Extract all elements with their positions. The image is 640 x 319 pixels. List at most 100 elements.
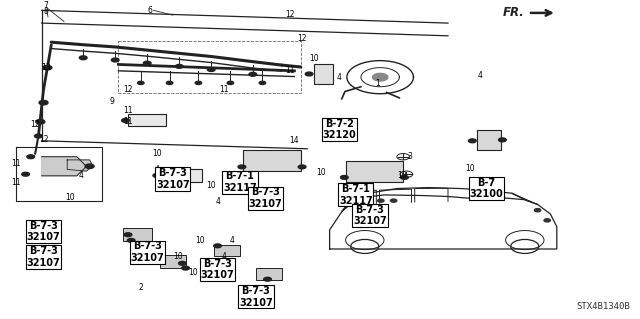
Text: 8: 8	[44, 7, 49, 17]
Circle shape	[534, 209, 541, 212]
Text: 4: 4	[154, 165, 159, 174]
Circle shape	[79, 56, 87, 60]
Text: 10: 10	[173, 252, 183, 262]
Text: 10: 10	[397, 171, 407, 180]
Text: B-7-3
32107: B-7-3 32107	[27, 221, 60, 242]
Circle shape	[264, 277, 271, 281]
Circle shape	[27, 155, 35, 159]
Text: 13: 13	[41, 63, 51, 72]
Text: 10: 10	[195, 236, 205, 245]
FancyBboxPatch shape	[123, 228, 152, 241]
Text: B-7-1
32117: B-7-1 32117	[339, 184, 372, 206]
Circle shape	[22, 172, 29, 176]
Circle shape	[305, 72, 313, 76]
Circle shape	[153, 174, 161, 177]
Text: B-7-2
32120: B-7-2 32120	[323, 119, 356, 140]
Text: 14: 14	[289, 136, 300, 145]
Text: B-7-1
32117: B-7-1 32117	[223, 171, 257, 193]
Text: 11: 11	[124, 117, 132, 126]
Circle shape	[238, 165, 246, 169]
Text: 5: 5	[132, 246, 137, 255]
Circle shape	[127, 239, 135, 242]
Circle shape	[138, 81, 144, 85]
Circle shape	[39, 100, 48, 105]
Text: B-7-3
32107: B-7-3 32107	[156, 168, 189, 190]
Text: 4: 4	[79, 171, 84, 180]
Text: 10: 10	[465, 164, 476, 173]
Text: 12: 12	[31, 120, 40, 130]
Text: 12: 12	[39, 135, 48, 144]
Text: 10: 10	[308, 54, 319, 63]
Text: 4: 4	[229, 236, 234, 245]
Text: B-7-3
32107: B-7-3 32107	[249, 187, 282, 209]
Circle shape	[401, 175, 408, 179]
Circle shape	[249, 72, 257, 76]
Text: B-7-3
32107: B-7-3 32107	[27, 246, 60, 268]
Circle shape	[36, 120, 45, 124]
Circle shape	[340, 175, 348, 179]
Text: 12: 12	[124, 85, 132, 94]
Circle shape	[166, 81, 173, 85]
Text: 10: 10	[481, 178, 492, 187]
Text: 2: 2	[138, 283, 143, 292]
Text: B-7-3
32107: B-7-3 32107	[201, 259, 234, 280]
FancyBboxPatch shape	[243, 150, 301, 171]
Text: 1: 1	[375, 79, 380, 88]
Text: 9: 9	[109, 97, 115, 106]
Text: STX4B1340B: STX4B1340B	[577, 302, 630, 311]
Circle shape	[360, 199, 367, 202]
Circle shape	[214, 244, 221, 248]
Text: 11: 11	[12, 178, 20, 187]
Circle shape	[544, 219, 550, 222]
Text: 6: 6	[148, 6, 153, 15]
Text: B-7-3
32107: B-7-3 32107	[131, 241, 164, 263]
Text: 4: 4	[477, 71, 483, 80]
Polygon shape	[42, 157, 86, 176]
Polygon shape	[372, 73, 388, 81]
Circle shape	[207, 68, 215, 71]
Circle shape	[124, 233, 132, 237]
Text: B-7
32100: B-7 32100	[470, 178, 503, 199]
Circle shape	[111, 58, 119, 62]
Circle shape	[182, 266, 189, 270]
Circle shape	[390, 199, 397, 202]
Circle shape	[468, 139, 476, 143]
Circle shape	[259, 81, 266, 85]
Circle shape	[360, 216, 367, 219]
Text: 4: 4	[215, 197, 220, 206]
Text: B-7-3
32107: B-7-3 32107	[239, 286, 273, 308]
Text: 10: 10	[206, 181, 216, 190]
Circle shape	[499, 138, 506, 142]
Circle shape	[378, 199, 384, 202]
FancyBboxPatch shape	[160, 169, 202, 182]
Circle shape	[179, 261, 186, 265]
Text: 11: 11	[285, 66, 294, 75]
Text: 11: 11	[12, 159, 20, 167]
Circle shape	[227, 81, 234, 85]
FancyBboxPatch shape	[346, 161, 403, 182]
Circle shape	[35, 134, 42, 138]
Circle shape	[298, 165, 306, 169]
FancyBboxPatch shape	[128, 115, 166, 127]
Text: B-7-3
32107: B-7-3 32107	[353, 205, 387, 226]
FancyBboxPatch shape	[256, 268, 282, 280]
Text: 11: 11	[220, 85, 228, 94]
Text: 12: 12	[285, 10, 294, 19]
Text: 3: 3	[407, 152, 412, 160]
Text: FR.: FR.	[503, 6, 525, 19]
Circle shape	[85, 164, 94, 168]
Polygon shape	[67, 160, 93, 171]
FancyBboxPatch shape	[314, 64, 333, 84]
Text: 4: 4	[337, 73, 342, 82]
FancyBboxPatch shape	[214, 246, 240, 256]
Circle shape	[43, 65, 52, 70]
Text: 12: 12	[298, 34, 307, 43]
Text: 10: 10	[188, 268, 198, 277]
Text: 10: 10	[65, 193, 76, 202]
FancyBboxPatch shape	[477, 130, 501, 150]
Text: 10: 10	[316, 168, 326, 177]
Text: 4: 4	[221, 252, 227, 262]
FancyBboxPatch shape	[160, 256, 186, 268]
Text: 7: 7	[44, 1, 49, 10]
Circle shape	[122, 119, 129, 122]
